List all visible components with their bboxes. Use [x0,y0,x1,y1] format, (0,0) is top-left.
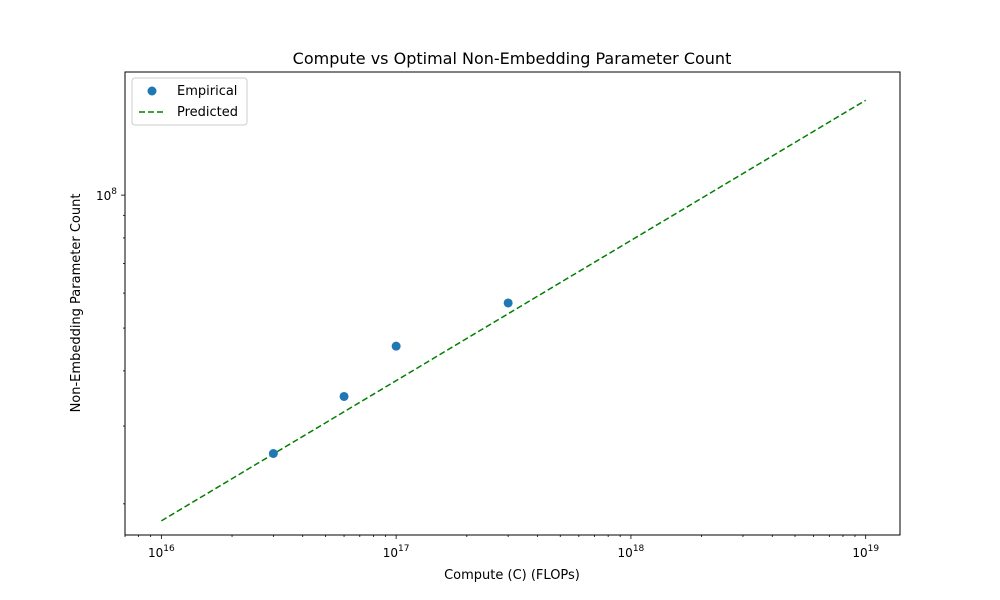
legend-marker-empirical [147,86,157,96]
x-axis: 1016 1017 1018 1019 [124,535,879,560]
empirical-point [339,391,349,401]
series-layer [160,99,867,522]
x-tick-label: 1016 [148,544,175,560]
y-axis: 108 [96,187,125,505]
x-tick-label: 1019 [852,544,879,560]
y-tick-label: 108 [96,187,117,203]
empirical-point [268,449,278,459]
empirical-point [391,341,401,351]
legend-label: Predicted [177,105,238,120]
x-tick-label: 1017 [383,544,410,560]
x-axis-label: Compute (C) (FLOPs) [444,568,580,583]
empirical-point [503,298,513,308]
legend-label: Empirical [177,84,237,99]
y-axis-label: Non-Embedding Parameter Count [69,194,84,413]
legend: Empirical Predicted [131,77,248,126]
x-tick-label: 1018 [618,544,645,560]
chart-title: Compute vs Optimal Non-Embedding Paramet… [293,49,732,68]
legend-box [131,77,248,126]
plot-frame [124,71,901,536]
predicted-line [160,99,867,522]
